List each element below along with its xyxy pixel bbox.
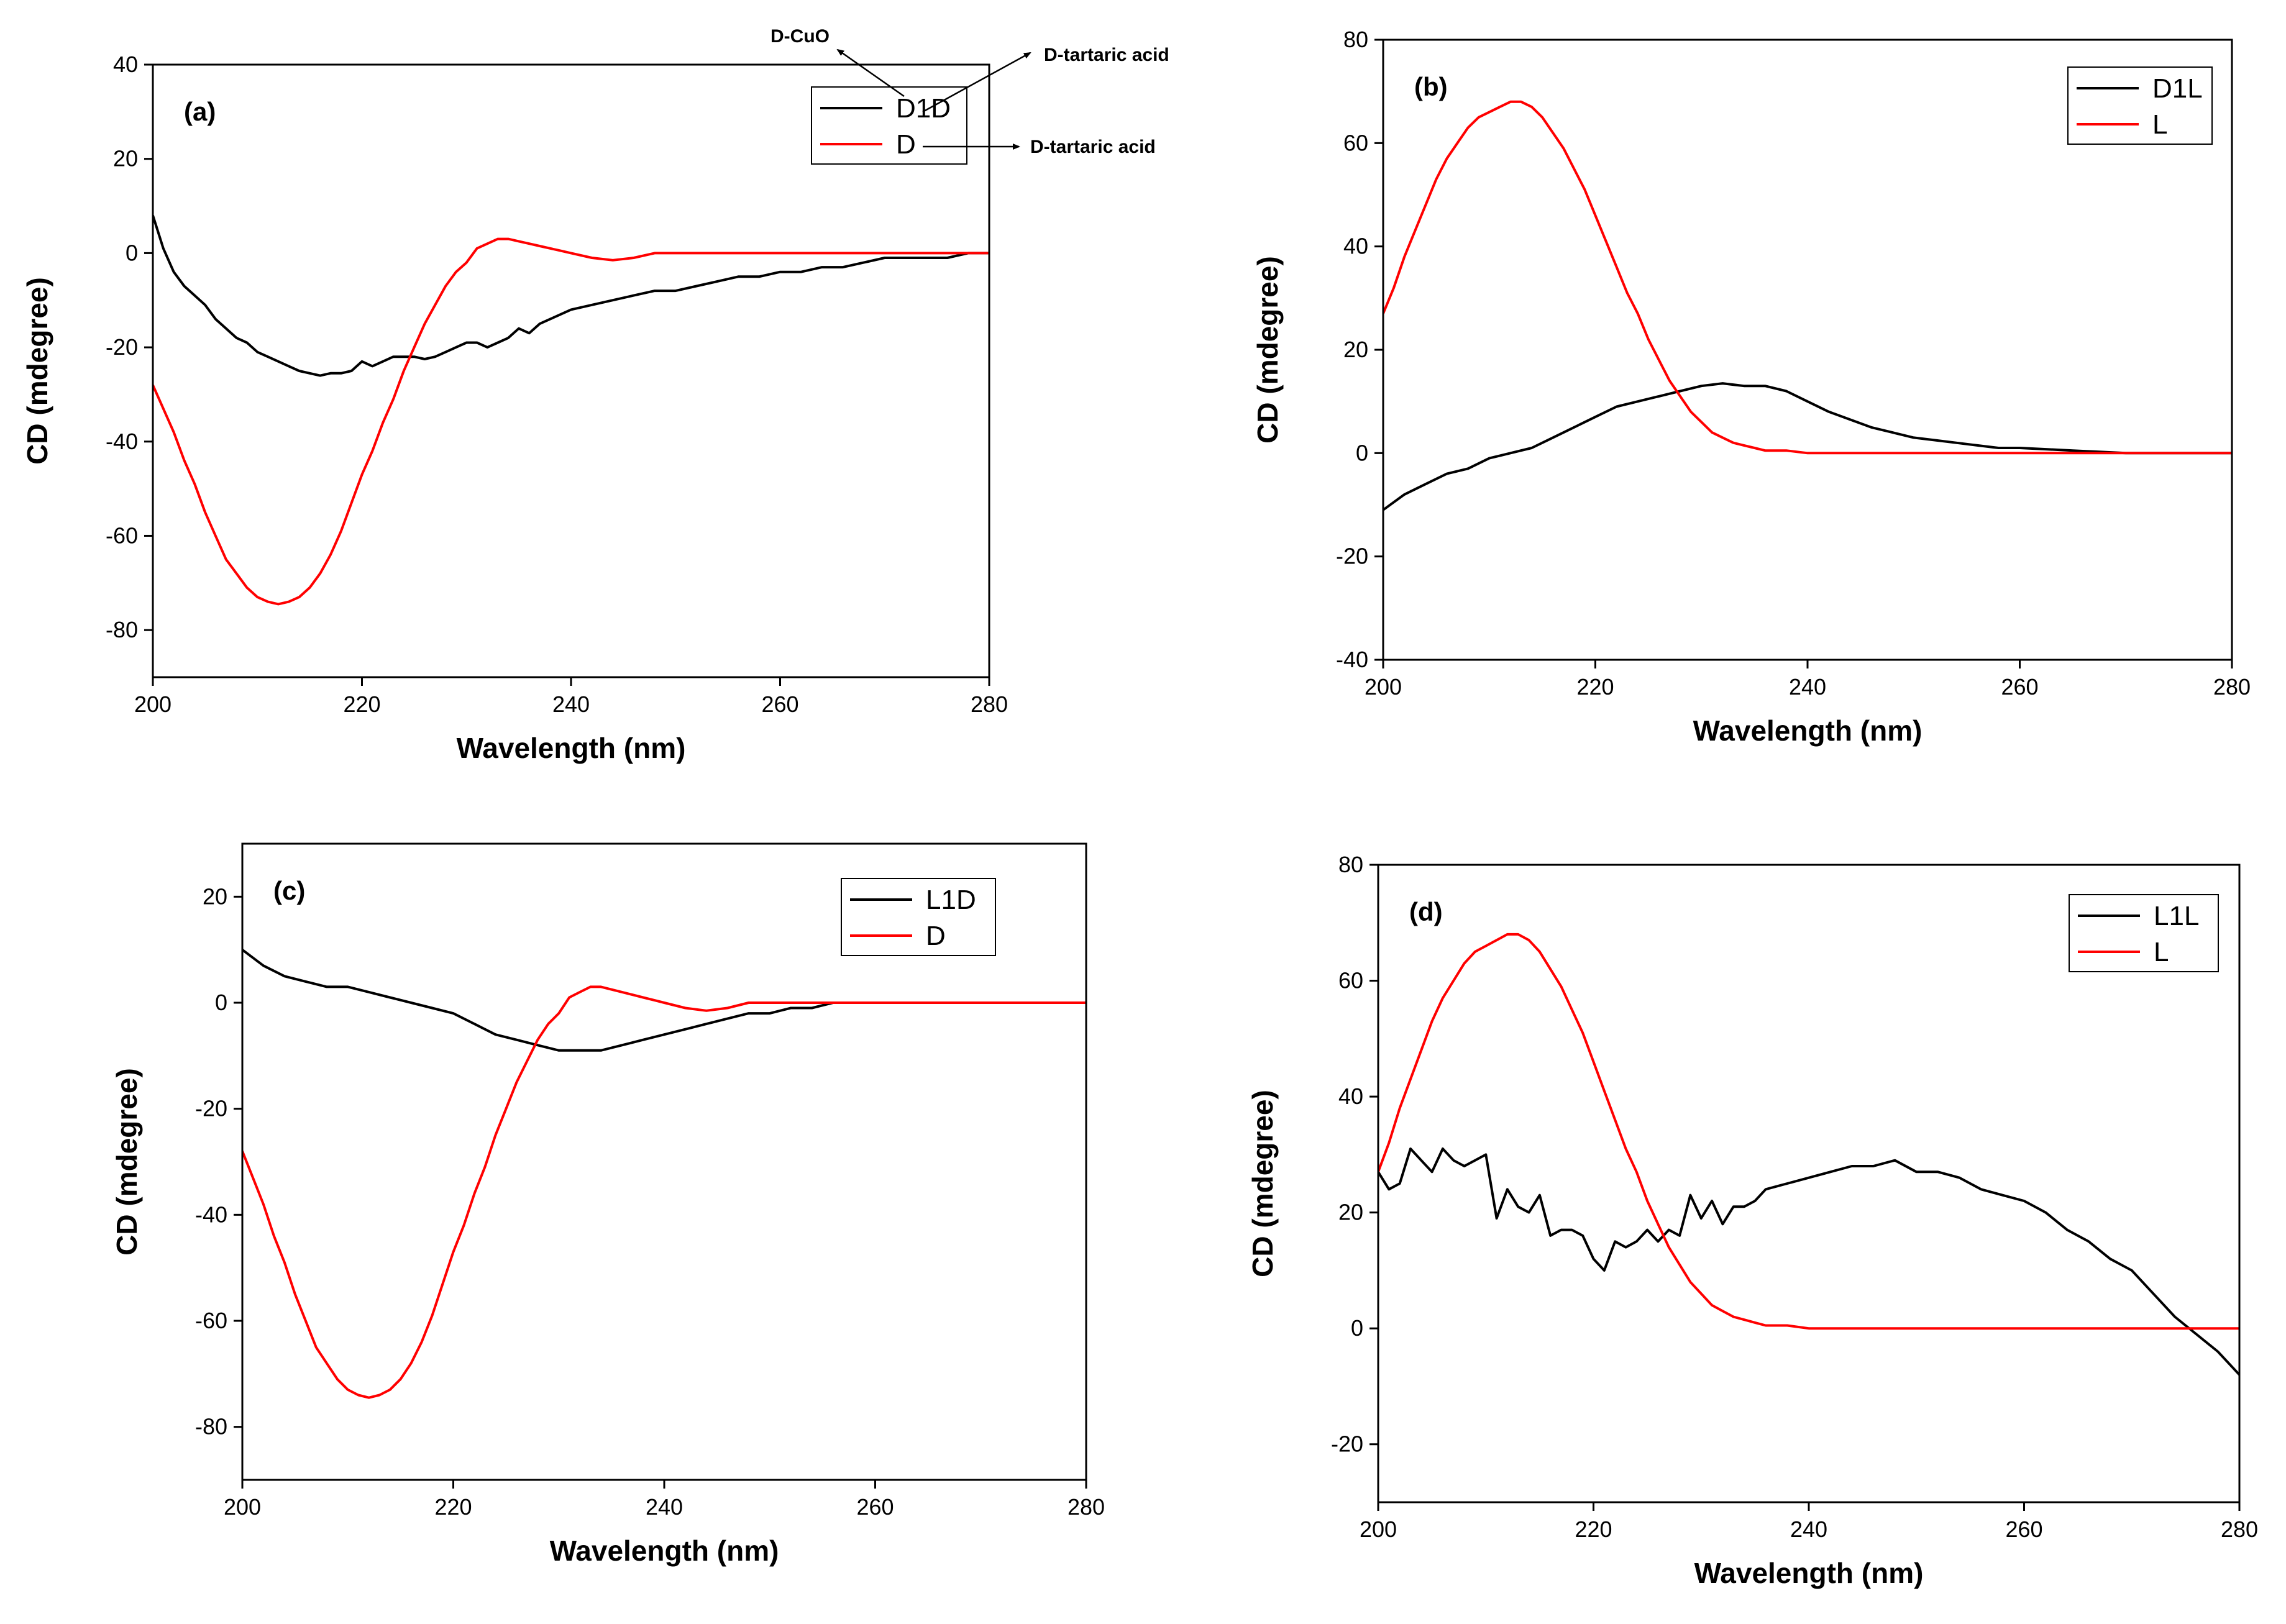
x-tick-label-c-200: 200: [224, 1494, 261, 1520]
y-tick-label-a-0: 0: [126, 240, 138, 265]
x-tick-label-d-240: 240: [1790, 1517, 1827, 1542]
y-tick-label-d-0: 0: [1351, 1315, 1363, 1341]
series-line-d-l: [1378, 933, 2239, 1330]
series-lines-b: [1383, 100, 2232, 511]
y-tick-label-d-80: 80: [1338, 852, 1363, 877]
y-tick-label-a--40: -40: [106, 429, 138, 454]
x-tick-label-c-220: 220: [434, 1494, 472, 1520]
series-line-d-l1l: [1378, 1147, 2239, 1376]
legend-c: L1D D: [841, 878, 996, 956]
x-tick-label-a-280: 280: [971, 691, 1008, 717]
legend-d: L1L L: [2069, 894, 2219, 972]
legend-label-c-d: D: [926, 921, 946, 951]
series-lines-c: [242, 949, 1086, 1399]
x-axis-label-d: Wavelength (nm): [1694, 1557, 1924, 1589]
x-tick-label-b-200: 200: [1365, 674, 1402, 700]
panel-b: 200 220 240 260 280806040200-20-40Wavelength…: [1251, 27, 2251, 747]
x-tick-label-d-220: 220: [1575, 1517, 1612, 1542]
y-axis-label-a: CD (mdegree): [21, 277, 53, 465]
x-axis-label-c: Wavelength (nm): [550, 1535, 779, 1567]
x-tick-label-a-240: 240: [552, 691, 590, 717]
x-tick-label-a-260: 260: [761, 691, 798, 717]
annotation-arrow-d-tartaric-top: [922, 52, 1031, 113]
y-tick-label-a-40: 40: [113, 52, 138, 77]
panel-label-d: (d): [1409, 897, 1443, 926]
x-axis-label-b: Wavelength (nm): [1693, 714, 1923, 747]
annotation-d-tartaric-acid-bottom: D-tartaric acid: [1030, 137, 1156, 157]
legend-box-a: [811, 86, 967, 165]
legend-b: D1L L: [2067, 66, 2213, 145]
panel-a-annotations: D-CuO D-tartaric acid D-tartaric acid: [770, 26, 1169, 157]
legend-box-b: [2067, 66, 2213, 145]
y-tick-label-d-20: 20: [1338, 1200, 1363, 1225]
x-tick-label-b-240: 240: [1789, 674, 1826, 700]
legend-label-a-d1d: D1D: [896, 93, 951, 124]
legend-box-c: [841, 878, 996, 956]
x-tick-label-c-240: 240: [646, 1494, 683, 1520]
x-tick-label-a-220: 220: [343, 691, 380, 717]
series-line-b-d1l: [1383, 382, 2232, 511]
series-line-c-d: [242, 985, 1086, 1399]
x-tick-label-b-280: 280: [2213, 674, 2251, 700]
panel-a: 200 220 240 260 28040200-20-40-60-80Waveleng…: [21, 52, 1008, 764]
y-axis-label-b: CD (mdegree): [1251, 256, 1284, 444]
y-tick-label-b-60: 60: [1343, 130, 1368, 155]
legend-box-d: [2069, 894, 2219, 972]
legend-label-b-d1l: D1L: [2152, 73, 2203, 104]
series-line-a-d1d: [153, 215, 989, 377]
y-tick-label-a--80: -80: [106, 617, 138, 642]
y-tick-label-c--80: -80: [195, 1414, 227, 1439]
y-tick-label-b--40: -40: [1336, 647, 1368, 672]
annotation-d-cuo: D-CuO: [770, 26, 830, 47]
y-tick-label-a--20: -20: [106, 334, 138, 360]
legend-label-b-l: L: [2152, 109, 2167, 140]
y-tick-label-d-60: 60: [1338, 968, 1363, 993]
x-tick-label-a-200: 200: [134, 691, 171, 717]
series-line-c-l1d: [242, 949, 1086, 1052]
legend-label-c-l1d: L1D: [926, 885, 976, 915]
y-axis-label-d: CD (mdegree): [1246, 1090, 1279, 1277]
y-tick-label-b-40: 40: [1343, 234, 1368, 259]
series-line-a-d: [153, 237, 989, 606]
y-tick-label-b-0: 0: [1356, 440, 1368, 465]
series-lines-a: [153, 215, 989, 606]
y-tick-label-c--20: -20: [195, 1096, 227, 1121]
annotation-d-tartaric-acid-top: D-tartaric acid: [1044, 45, 1169, 65]
legend-label-d-l1l: L1L: [2154, 901, 2199, 931]
panel-c: 200 220 240 260 280200-20-40-60-80Wavelength…: [111, 842, 1105, 1567]
panel-label-c: (c): [273, 876, 305, 905]
x-tick-label-c-280: 280: [1068, 1494, 1105, 1520]
y-tick-label-c-0: 0: [215, 990, 227, 1015]
x-tick-label-d-200: 200: [1360, 1517, 1397, 1542]
legend-label-d-l: L: [2154, 937, 2169, 967]
x-tick-label-d-260: 260: [2005, 1517, 2042, 1542]
x-tick-label-b-220: 220: [1576, 674, 1614, 700]
y-tick-label-b-20: 20: [1343, 337, 1368, 362]
y-tick-label-b--20: -20: [1336, 544, 1368, 569]
y-tick-label-b-80: 80: [1343, 27, 1368, 52]
legend-a: D1D D: [811, 86, 967, 165]
y-tick-label-c--60: -60: [195, 1308, 227, 1333]
panel-label-a: (a): [184, 97, 216, 126]
panel-label-b: (b): [1414, 72, 1448, 101]
series-lines-d: [1378, 933, 2239, 1376]
x-tick-label-c-260: 260: [856, 1494, 894, 1520]
y-tick-label-d--20: -20: [1331, 1431, 1363, 1457]
annotation-arrow-d-cuo: [836, 48, 905, 98]
y-tick-label-c-20: 20: [203, 883, 227, 909]
y-tick-label-c--40: -40: [195, 1202, 227, 1227]
x-tick-label-d-280: 280: [2221, 1517, 2258, 1542]
x-axis-label-a: Wavelength (nm): [457, 732, 686, 764]
y-tick-label-a-20: 20: [113, 146, 138, 171]
y-tick-label-a--60: -60: [106, 522, 138, 548]
x-tick-label-b-260: 260: [2001, 674, 2038, 700]
legend-label-a-d: D: [896, 129, 916, 160]
series-line-b-l: [1383, 100, 2232, 455]
y-axis-label-c: CD (mdegree): [111, 1068, 143, 1256]
y-tick-label-d-40: 40: [1338, 1083, 1363, 1109]
